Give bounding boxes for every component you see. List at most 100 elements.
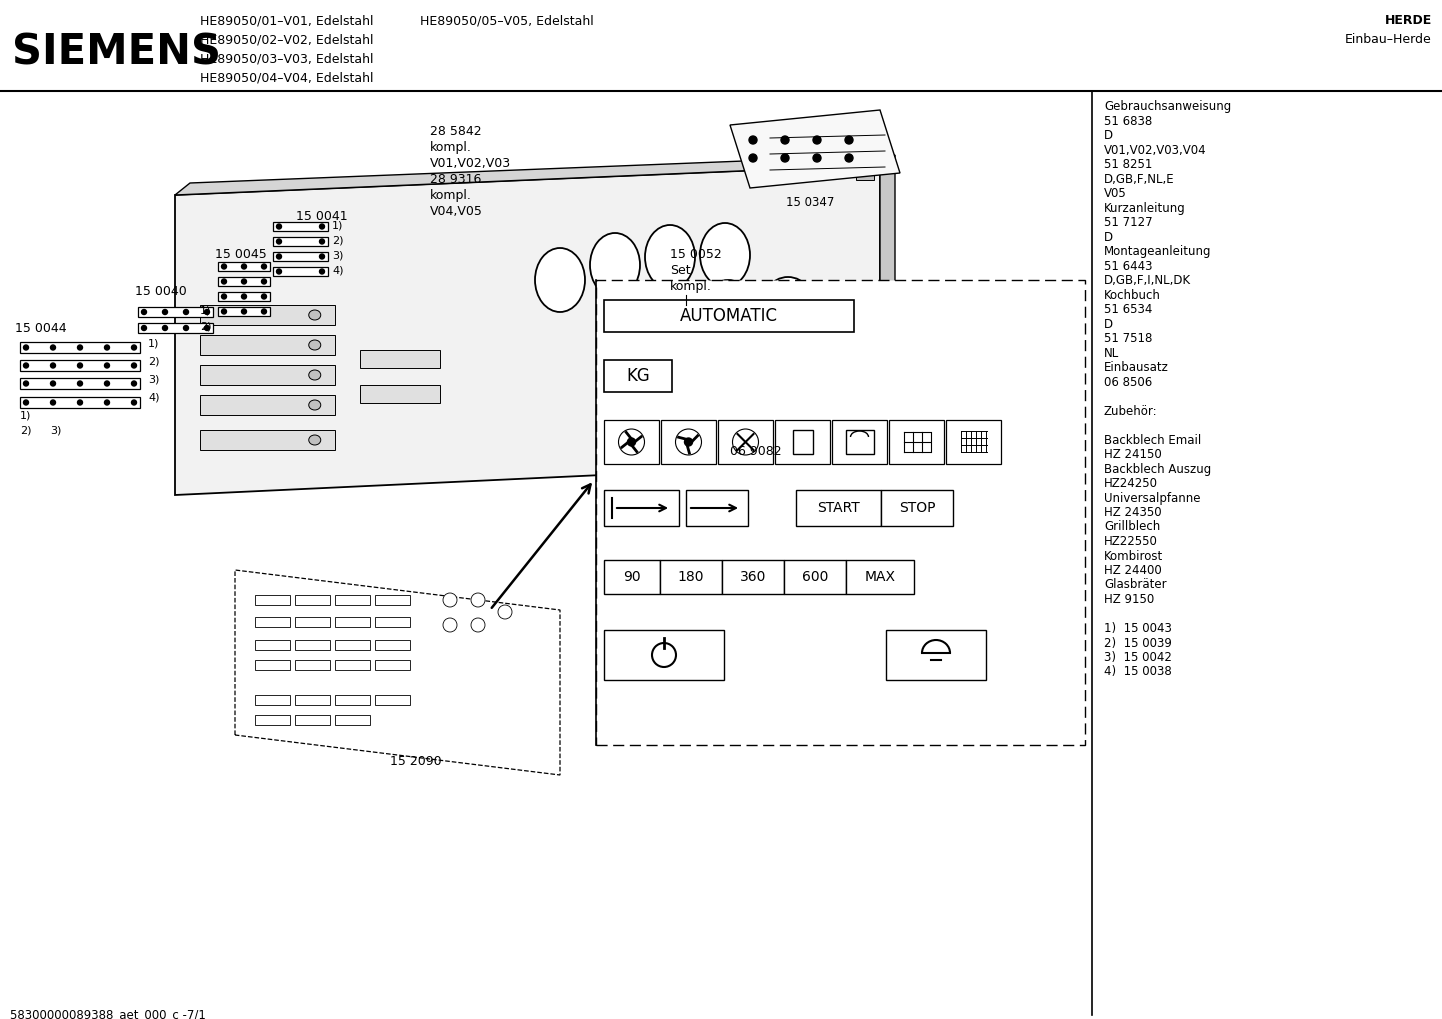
Text: HE89050/02–V02, Edelstahl: HE89050/02–V02, Edelstahl bbox=[200, 33, 373, 46]
Text: 15 0040: 15 0040 bbox=[136, 285, 187, 298]
Polygon shape bbox=[235, 570, 559, 775]
Bar bbox=[255, 695, 290, 705]
Bar bbox=[138, 323, 213, 333]
Bar bbox=[722, 560, 784, 594]
Text: 51 6534: 51 6534 bbox=[1105, 303, 1152, 316]
Text: 06 9082: 06 9082 bbox=[730, 445, 782, 458]
Text: 1): 1) bbox=[149, 338, 160, 348]
Circle shape bbox=[50, 345, 55, 350]
Circle shape bbox=[782, 136, 789, 144]
Bar bbox=[296, 616, 330, 627]
Text: HZ24250: HZ24250 bbox=[1105, 477, 1158, 490]
Text: STOP: STOP bbox=[898, 501, 936, 515]
Ellipse shape bbox=[309, 435, 320, 445]
Text: 2)  15 0039: 2) 15 0039 bbox=[1105, 637, 1172, 649]
Circle shape bbox=[222, 279, 226, 284]
Circle shape bbox=[141, 310, 147, 315]
Circle shape bbox=[241, 294, 247, 299]
Text: D: D bbox=[1105, 129, 1113, 142]
Circle shape bbox=[261, 264, 267, 269]
Bar bbox=[296, 660, 330, 671]
Circle shape bbox=[241, 264, 247, 269]
Circle shape bbox=[472, 593, 485, 607]
Bar bbox=[218, 277, 270, 286]
Bar bbox=[660, 560, 722, 594]
Bar bbox=[774, 420, 831, 464]
Bar bbox=[255, 640, 290, 650]
Text: kompl.: kompl. bbox=[671, 280, 712, 293]
Circle shape bbox=[50, 400, 55, 405]
Circle shape bbox=[222, 264, 226, 269]
Circle shape bbox=[261, 279, 267, 284]
Text: 51 7518: 51 7518 bbox=[1105, 332, 1152, 345]
Circle shape bbox=[131, 400, 137, 405]
Circle shape bbox=[131, 381, 137, 386]
Bar bbox=[375, 616, 410, 627]
Text: 15 0052: 15 0052 bbox=[671, 248, 722, 261]
Bar bbox=[335, 640, 371, 650]
Circle shape bbox=[277, 239, 281, 244]
Text: 51 6443: 51 6443 bbox=[1105, 260, 1152, 272]
Text: Kochbuch: Kochbuch bbox=[1105, 288, 1161, 302]
Circle shape bbox=[261, 294, 267, 299]
Circle shape bbox=[163, 325, 167, 330]
Circle shape bbox=[131, 345, 137, 350]
Text: 2): 2) bbox=[20, 425, 32, 435]
Text: HE89050/01–V01, Edelstahl: HE89050/01–V01, Edelstahl bbox=[200, 14, 373, 26]
Circle shape bbox=[748, 136, 757, 144]
Bar bbox=[596, 280, 1084, 745]
Bar bbox=[255, 715, 290, 725]
Text: D,GB,F,NL,E: D,GB,F,NL,E bbox=[1105, 172, 1175, 185]
Bar bbox=[20, 378, 140, 389]
Bar bbox=[718, 420, 773, 464]
Text: Zubehör:: Zubehör: bbox=[1105, 405, 1158, 418]
Bar bbox=[360, 350, 440, 368]
Text: KG: KG bbox=[626, 367, 650, 385]
Circle shape bbox=[748, 154, 757, 162]
Text: HERDE: HERDE bbox=[1384, 14, 1432, 26]
Circle shape bbox=[104, 363, 110, 368]
Text: Backblech Auszug: Backblech Auszug bbox=[1105, 463, 1211, 476]
Circle shape bbox=[472, 618, 485, 632]
Text: Set: Set bbox=[671, 264, 691, 277]
Bar bbox=[946, 420, 1001, 464]
Bar bbox=[273, 237, 327, 246]
Bar bbox=[138, 307, 213, 317]
Text: Montageanleitung: Montageanleitung bbox=[1105, 245, 1211, 258]
Circle shape bbox=[497, 605, 512, 619]
Bar bbox=[20, 342, 140, 353]
Text: MAX: MAX bbox=[865, 570, 895, 584]
Circle shape bbox=[813, 154, 820, 162]
Bar bbox=[218, 292, 270, 301]
Text: 1): 1) bbox=[200, 305, 212, 315]
Text: HZ 9150: HZ 9150 bbox=[1105, 593, 1154, 606]
Circle shape bbox=[141, 325, 147, 330]
Bar bbox=[784, 560, 846, 594]
Text: AUTOMATIC: AUTOMATIC bbox=[681, 307, 779, 325]
Circle shape bbox=[652, 643, 676, 667]
Circle shape bbox=[50, 363, 55, 368]
Text: Grillblech: Grillblech bbox=[1105, 521, 1161, 534]
Text: V05: V05 bbox=[1105, 187, 1126, 200]
Circle shape bbox=[277, 224, 281, 229]
Bar bbox=[200, 335, 335, 355]
Circle shape bbox=[104, 381, 110, 386]
Bar bbox=[375, 660, 410, 671]
Circle shape bbox=[104, 400, 110, 405]
Bar bbox=[255, 616, 290, 627]
Ellipse shape bbox=[309, 310, 320, 320]
Text: kompl.: kompl. bbox=[430, 189, 472, 202]
Ellipse shape bbox=[758, 277, 818, 353]
Bar bbox=[296, 695, 330, 705]
Text: 1): 1) bbox=[332, 220, 343, 230]
Bar bbox=[375, 695, 410, 705]
Circle shape bbox=[78, 363, 82, 368]
Text: 3): 3) bbox=[332, 250, 343, 260]
Text: 15 0045: 15 0045 bbox=[215, 248, 267, 261]
Bar bbox=[255, 595, 290, 605]
Bar bbox=[793, 430, 812, 454]
Text: 51 8251: 51 8251 bbox=[1105, 158, 1152, 171]
Bar bbox=[273, 252, 327, 261]
Bar bbox=[218, 262, 270, 271]
Text: Kurzanleitung: Kurzanleitung bbox=[1105, 202, 1185, 215]
